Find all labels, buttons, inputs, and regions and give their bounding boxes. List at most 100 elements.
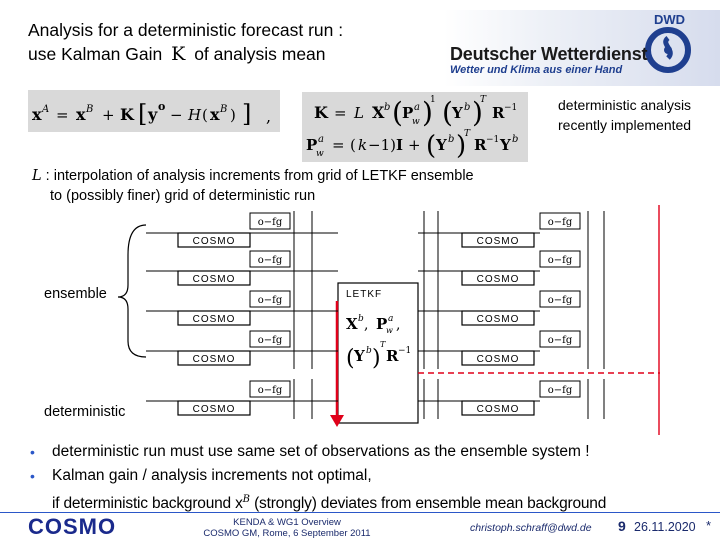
svg-text:T: T xyxy=(480,95,487,105)
cosmo-logo: COSMO xyxy=(28,514,117,539)
svg-text:+: + xyxy=(408,136,421,154)
svg-text:,: , xyxy=(266,107,271,126)
letkf-label: LETKF xyxy=(346,289,382,300)
ensemble-brace xyxy=(117,224,147,358)
svg-text:(: ( xyxy=(442,96,453,129)
title-line-2-a: use Kalman Gain xyxy=(28,44,163,64)
svg-text:1: 1 xyxy=(430,95,436,105)
interpolation-text: L : interpolation of analysis increments… xyxy=(32,166,474,206)
svg-text:+: + xyxy=(102,106,115,124)
workflow-diagram: LETKF X b , P w a , ( Y b ) T R −1 COSMO… xyxy=(117,205,660,435)
title-line-2: use Kalman Gain K of analysis mean xyxy=(28,42,343,66)
interp-symbol: L xyxy=(32,168,42,184)
svg-text:A: A xyxy=(41,104,49,115)
model-box-right-label: COSMO xyxy=(477,274,520,285)
footer-center-line-1: KENDA & WG1 Overview xyxy=(233,517,341,528)
svg-text:(: ( xyxy=(392,96,403,129)
footer-date: 26.11.2020 xyxy=(634,520,696,534)
model-box-left-label: COSMO xyxy=(193,274,236,285)
svg-text:w: w xyxy=(316,149,324,159)
svg-text:(: ( xyxy=(426,131,436,161)
svg-text:Y: Y xyxy=(435,136,447,154)
model-box-right-label: COSMO xyxy=(477,354,520,365)
svg-text:x: x xyxy=(32,105,42,124)
model-box-right-label: COSMO xyxy=(477,404,520,415)
bullet-dot-icon: • xyxy=(30,468,35,484)
svg-text:b: b xyxy=(464,102,470,113)
svg-text:−: − xyxy=(170,106,183,124)
formula-gain-box xyxy=(302,92,528,162)
svg-text:−1: −1 xyxy=(504,103,517,113)
page-number: 9 xyxy=(618,518,626,534)
svg-text:T: T xyxy=(464,129,471,139)
bullet-2-cont-sup: B xyxy=(242,494,250,505)
model-box-right xyxy=(461,232,535,248)
svg-text:Y: Y xyxy=(499,136,511,154)
model-box-right xyxy=(461,400,535,416)
ensemble-label: ensemble xyxy=(44,286,107,302)
svg-text:): ) xyxy=(230,106,236,124)
model-box-left xyxy=(177,232,251,248)
svg-text:w: w xyxy=(412,117,420,127)
model-box-left xyxy=(177,400,251,416)
ofg-box-label: o−fg xyxy=(258,295,283,306)
svg-text:P: P xyxy=(306,136,317,154)
ofg-box-label: o−fg xyxy=(548,385,573,396)
model-box-left xyxy=(177,350,251,366)
svg-text:): ) xyxy=(372,346,381,371)
footer-star: * xyxy=(706,518,712,533)
svg-text:B: B xyxy=(219,104,227,115)
bullet-dot-icon: • xyxy=(30,444,35,460)
bullet-2-cont-b: (strongly) deviates from ensemble mean b… xyxy=(249,495,607,513)
ofg-box-label: o−fg xyxy=(548,335,573,346)
ofg-box-label: o−fg xyxy=(258,385,283,396)
svg-text:b: b xyxy=(512,134,518,145)
model-box-left-label: COSMO xyxy=(193,236,236,247)
svg-text:x: x xyxy=(210,105,220,124)
ofg-box xyxy=(539,330,581,348)
bullet-2-continuation: if deterministic background xB (strongly… xyxy=(30,488,606,516)
svg-text:]: ] xyxy=(242,100,251,128)
model-box-right-label: COSMO xyxy=(477,314,520,325)
deterministic-label: deterministic xyxy=(44,404,126,420)
svg-text:b: b xyxy=(448,134,454,145)
svg-text:H: H xyxy=(187,106,202,124)
svg-text:o: o xyxy=(158,100,165,113)
svg-text:b: b xyxy=(358,314,364,324)
svg-text:X: X xyxy=(372,103,385,122)
ofg-box xyxy=(539,250,581,268)
ofg-box-label: o−fg xyxy=(548,255,573,266)
svg-text:R: R xyxy=(474,136,487,154)
svg-text:R: R xyxy=(386,347,399,365)
formula-gain: K = L X b ( P w a ) 1 ( Y b ) T R −1 P w… xyxy=(306,95,518,161)
svg-text:B: B xyxy=(85,104,93,115)
model-box-left xyxy=(177,310,251,326)
ofg-box xyxy=(539,212,581,230)
dwd-logo-icon: DWD xyxy=(645,12,691,73)
footer-email: christoph.schraff@dwd.de xyxy=(470,522,592,534)
footer-divider xyxy=(0,512,720,513)
letkf-box xyxy=(337,282,419,424)
ofg-box-label: o−fg xyxy=(548,217,573,228)
svg-text:a: a xyxy=(414,102,420,113)
formula-update: x A = x B + K [ y o − H ( x B ) ] , xyxy=(32,100,271,128)
svg-text:b: b xyxy=(366,346,372,356)
bullet-2-text: Kalman gain / analysis increments not op… xyxy=(52,467,372,484)
title-symbol-k: K xyxy=(171,43,186,65)
model-box-right xyxy=(461,270,535,286)
svg-text:(: ( xyxy=(346,346,355,371)
bullet-list: • deterministic run must use same set of… xyxy=(30,440,606,516)
ofg-box-label: o−fg xyxy=(548,295,573,306)
svg-text:P: P xyxy=(376,315,387,333)
model-box-right-label: COSMO xyxy=(477,236,520,247)
svg-text:): ) xyxy=(422,96,433,129)
formula-update-box xyxy=(28,90,280,132)
model-box-right xyxy=(461,310,535,326)
ofg-box-label: o−fg xyxy=(258,335,283,346)
model-box-left-label: COSMO xyxy=(193,354,236,365)
svg-text:=: = xyxy=(334,104,347,122)
svg-text:L: L xyxy=(353,104,364,122)
svg-text:K: K xyxy=(120,105,135,124)
dwd-mark: DWD xyxy=(654,12,685,27)
note-line-2: recently implemented xyxy=(558,117,692,133)
